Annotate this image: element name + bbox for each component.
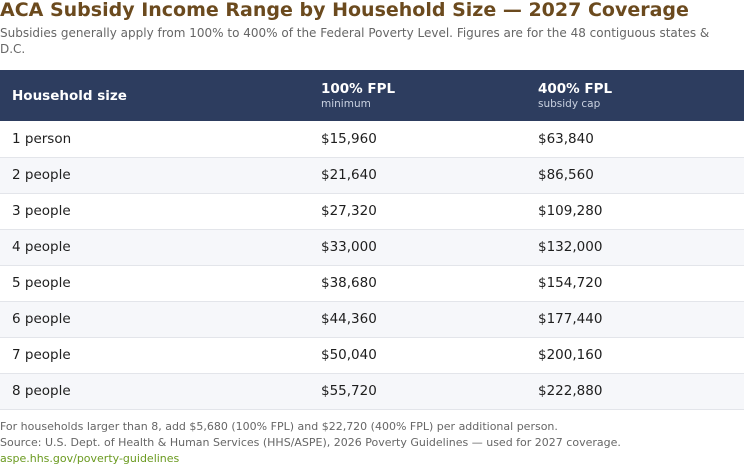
source-note: Source: U.S. Dept. of Health & Human Ser… [0, 436, 621, 449]
column-header-label: 400% FPL [538, 80, 613, 97]
cell-100-fpl: $15,960 [321, 130, 377, 147]
cell-100-fpl: $50,040 [321, 347, 377, 363]
cell-household-size: 8 people [12, 383, 71, 399]
cell-household-size: 5 people [12, 275, 71, 291]
table-row: 8 people $55,720 $222,880 [0, 373, 744, 409]
table-row: 2 people $21,640 $86,560 [0, 157, 744, 193]
cell-household-size: 1 person [12, 130, 72, 147]
cell-400-fpl: $63,840 [538, 130, 594, 147]
column-header-sublabel: minimum [321, 97, 371, 110]
cell-100-fpl: $55,720 [321, 383, 377, 399]
table-row: 5 people $38,680 $154,720 [0, 265, 744, 301]
cell-400-fpl: $132,000 [538, 239, 603, 255]
column-header-100-fpl: 100% FPL minimum [309, 70, 526, 121]
page-title: ACA Subsidy Income Range by Household Si… [0, 0, 689, 21]
source-link[interactable]: aspe.hhs.gov/poverty-guidelines [0, 452, 180, 465]
page-subtitle: Subsidies generally apply from 100% to 4… [0, 26, 710, 56]
cell-household-size: 6 people [12, 311, 71, 327]
cell-household-size: 3 people [12, 203, 71, 219]
cell-400-fpl: $222,880 [538, 383, 603, 399]
cell-household-size: 4 people [12, 239, 71, 255]
cell-400-fpl: $177,440 [538, 311, 603, 327]
column-header-sublabel: subsidy cap [538, 97, 601, 110]
cell-100-fpl: $33,000 [321, 239, 377, 255]
cell-100-fpl: $38,680 [321, 275, 377, 291]
cell-400-fpl: $200,160 [538, 347, 603, 363]
column-header-label: Household size [12, 87, 127, 104]
cell-400-fpl: $109,280 [538, 203, 603, 219]
cell-household-size: 2 people [12, 167, 71, 183]
cell-100-fpl: $44,360 [321, 311, 377, 327]
table-row: 6 people $44,360 $177,440 [0, 301, 744, 337]
cell-100-fpl: $21,640 [321, 167, 377, 183]
table-row: 7 people $50,040 $200,160 [0, 337, 744, 373]
fpl-table: Household size 100% FPL minimum 400% FPL… [0, 70, 744, 410]
table-row: 4 people $33,000 $132,000 [0, 229, 744, 265]
fpl-table-container: Household size 100% FPL minimum 400% FPL… [0, 70, 744, 410]
column-header-household-size: Household size [0, 70, 309, 121]
additional-person-note: For households larger than 8, add $5,680… [0, 420, 558, 433]
cell-household-size: 7 people [12, 347, 71, 363]
header-row: Household size 100% FPL minimum 400% FPL… [0, 70, 744, 121]
column-header-400-fpl: 400% FPL subsidy cap [526, 70, 744, 121]
table-header: Household size 100% FPL minimum 400% FPL… [0, 70, 744, 121]
cell-400-fpl: $86,560 [538, 167, 594, 183]
cell-400-fpl: $154,720 [538, 275, 603, 291]
table-body: 1 person $15,960 $63,840 2 people $21,64… [0, 121, 744, 409]
footer-notes: For households larger than 8, add $5,680… [0, 419, 744, 466]
column-header-label: 100% FPL [321, 80, 396, 97]
cell-100-fpl: $27,320 [321, 203, 377, 219]
table-row: 1 person $15,960 $63,840 [0, 121, 744, 157]
table-row: 3 people $27,320 $109,280 [0, 193, 744, 229]
